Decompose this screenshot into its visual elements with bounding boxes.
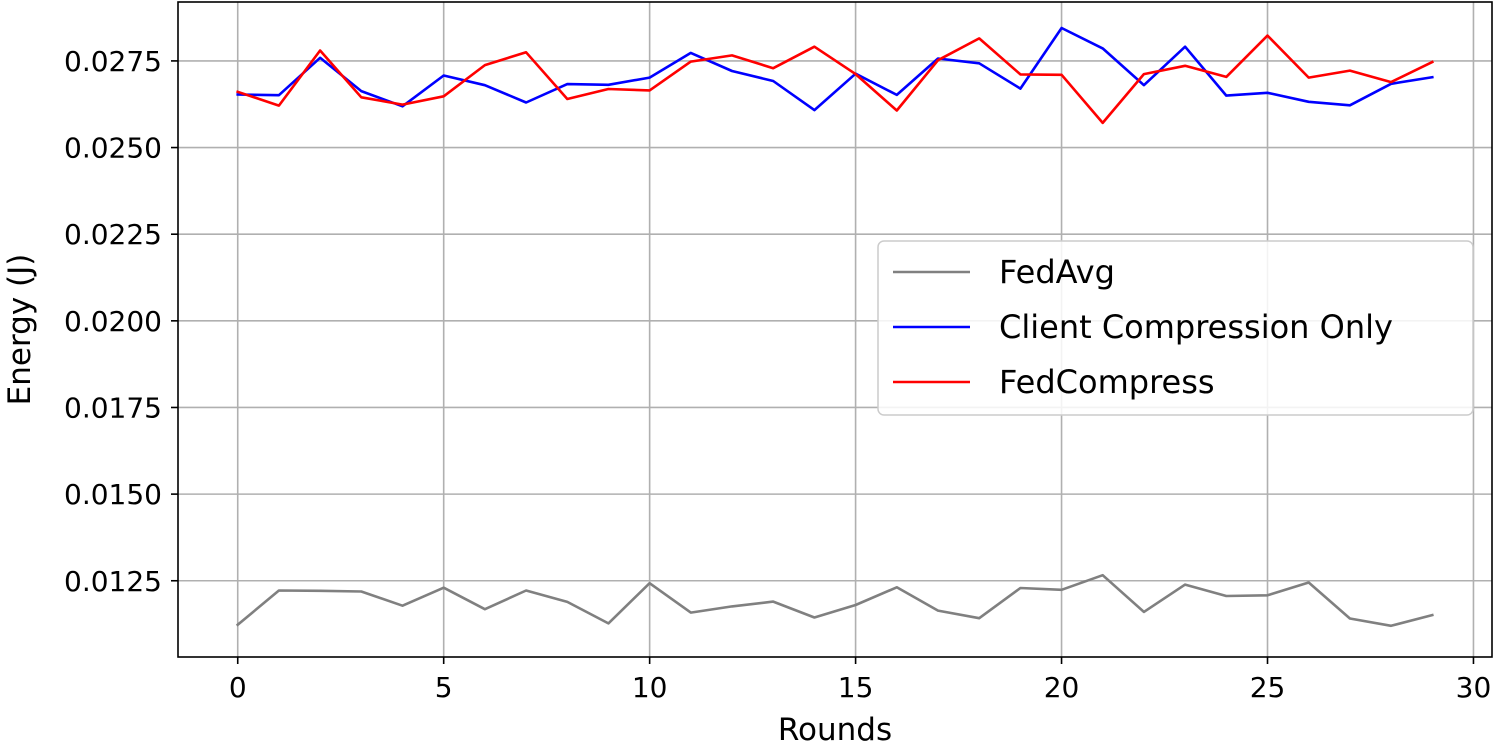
x-axis-ticks: 0 5 10 15 20 25 30 [229,657,1491,704]
x-tick-label: 10 [632,671,668,704]
x-tick-label: 15 [838,671,874,704]
x-tick-label: 0 [229,671,247,704]
legend-label-client-compression-only: Client Compression Only [999,308,1393,346]
series-lines [235,26,1435,628]
series-line-fedcompress [236,34,1435,125]
y-axis-label: Energy (J) [2,254,38,406]
y-tick-label: 0.0200 [64,305,162,338]
legend-label-fedcompress: FedCompress [999,363,1215,401]
series-line-client-compression-only [236,26,1434,112]
x-tick-label: 25 [1250,671,1286,704]
y-tick-label: 0.0125 [64,565,162,598]
series-line-fedavg [235,573,1434,628]
x-tick-label: 20 [1044,671,1080,704]
x-axis-label: Rounds [778,712,892,748]
legend-label-fedavg: FedAvg [999,253,1115,291]
y-tick-label: 0.0275 [64,45,162,78]
x-tick-label: 30 [1456,671,1492,704]
y-tick-label: 0.0150 [64,478,162,511]
legend-box [877,240,1474,416]
y-axis-ticks: 0.0125 0.0150 0.0175 0.0200 0.0225 0.0250 0.02… [64,45,178,598]
y-tick-label: 0.0175 [64,391,162,424]
y-tick-label: 0.0250 [64,132,162,165]
y-tick-label: 0.0225 [64,218,162,251]
plot-frame [177,1,1493,658]
x-tick-label: 5 [435,671,453,704]
legend: FedAvg Client Compression Only FedCompress [877,240,1474,416]
